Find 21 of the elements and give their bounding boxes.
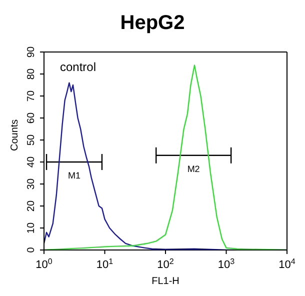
- y-tick-label: 40: [26, 156, 37, 168]
- y-tick-label: 30: [26, 178, 37, 190]
- y-axis-title: Counts: [10, 119, 21, 151]
- y-tick-label: 90: [26, 46, 37, 58]
- y-tick-label: 20: [26, 200, 37, 212]
- x-tick-label: 10$^{2}$: [157, 256, 174, 271]
- annotation: control: [60, 60, 96, 74]
- y-tick-label: 0: [26, 246, 37, 253]
- y-tick-label: 10: [26, 222, 37, 234]
- y-tick-label: 70: [26, 90, 37, 102]
- y-tick-label: 80: [26, 68, 37, 80]
- x-tick-label: 10$^{1}$: [96, 256, 114, 271]
- y-tick-label: 60: [26, 112, 37, 124]
- chart-title: HepG2: [119, 11, 186, 36]
- x-tick-label: 10$^{3}$: [218, 256, 236, 271]
- series-label: M1: [68, 170, 80, 180]
- x-axis-title: FL1-H: [152, 276, 180, 287]
- x-tick-label: 10$^{4}$: [278, 256, 296, 271]
- y-tick-label: 50: [26, 134, 37, 146]
- x-tick-label: 10$^{0}$: [36, 256, 53, 271]
- series-label: M2: [187, 164, 200, 174]
